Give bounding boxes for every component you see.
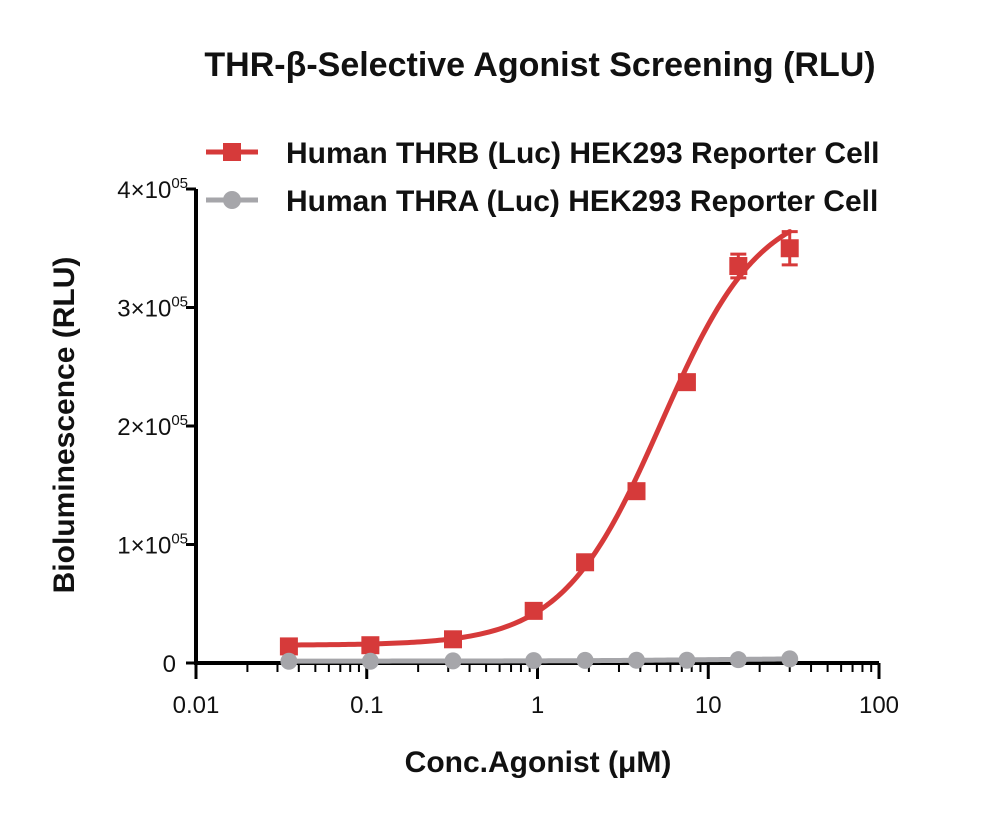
data-point	[627, 482, 646, 501]
x-tick-label: 10	[695, 692, 722, 719]
legend-label-thra: Human THRA (Luc) HEK293 Reporter Cell	[286, 185, 878, 218]
data-point	[729, 257, 748, 276]
data-point	[627, 651, 645, 669]
data-point	[280, 652, 298, 670]
x-tick-label: 1	[531, 692, 544, 719]
x-tick-label: 0.1	[350, 692, 383, 719]
y-tick-label: 1×1005	[117, 531, 188, 560]
y-tick-label: 3×1005	[117, 294, 188, 323]
y-tick-label: 2×1005	[117, 412, 188, 441]
data-point	[444, 652, 462, 670]
data-point	[780, 239, 799, 258]
legend-entry-thrb: Human THRB (Luc) HEK293 Reporter Cell	[206, 137, 879, 170]
chart-legend: Human THRB (Luc) HEK293 Reporter Cell Hu…	[206, 137, 879, 218]
plot-area	[279, 229, 799, 670]
data-point	[576, 651, 594, 669]
data-point	[525, 652, 543, 670]
y-tick-label: 0	[163, 651, 176, 678]
x-tick-label: 100	[859, 692, 899, 719]
data-point	[576, 553, 595, 572]
data-point	[444, 630, 463, 649]
legend-marker-thra	[223, 191, 241, 209]
y-tick-label: 4×1005	[117, 175, 188, 204]
data-point	[279, 637, 298, 656]
data-point	[729, 651, 747, 669]
legend-label-thrb: Human THRB (Luc) HEK293 Reporter Cell	[286, 137, 879, 170]
chart-title: THR-β-Selective Agonist Screening (RLU)	[204, 46, 875, 84]
data-point	[781, 650, 799, 668]
data-point	[678, 651, 696, 669]
legend-entry-thra: Human THRA (Luc) HEK293 Reporter Cell	[206, 185, 878, 218]
data-point	[524, 601, 543, 620]
data-point	[361, 636, 380, 655]
y-axis-label: Bioluminescence (RLU)	[48, 257, 81, 594]
legend-marker-thrb	[223, 143, 241, 161]
data-point	[677, 373, 696, 392]
x-tick-label: 0.01	[173, 692, 220, 719]
fit-curve	[286, 229, 793, 648]
x-axis-label: Conc.Agonist (μM)	[405, 746, 672, 779]
series-0	[279, 229, 799, 656]
data-point	[361, 652, 379, 670]
series-1	[280, 650, 799, 670]
